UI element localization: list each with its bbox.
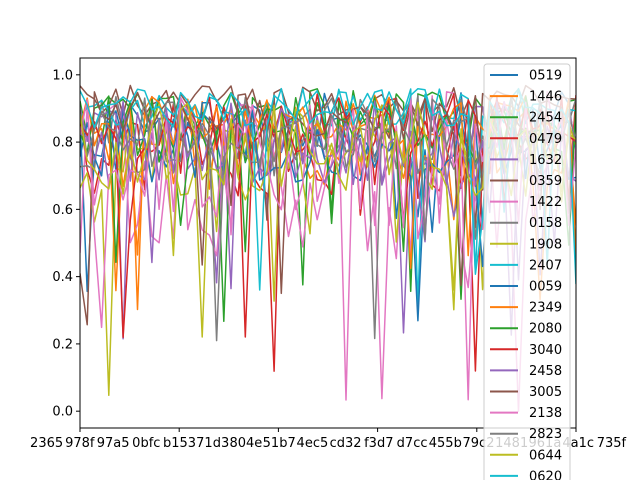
legend-label-2458: 2458 [529, 364, 562, 379]
y-tick-label: 0.2 [52, 337, 73, 352]
x-tick-label: 97a5 [97, 436, 130, 451]
legend-label-2407: 2407 [529, 258, 562, 273]
x-tick-label: 71d3 [196, 436, 229, 451]
legend-label-3040: 3040 [529, 343, 562, 358]
x-tick-label: 978f [65, 436, 95, 451]
x-tick-label: d7cc [397, 436, 428, 451]
x-tick-label: 51b7 [263, 436, 296, 451]
x-tick-label: cd32 [330, 436, 362, 451]
legend-label-2349: 2349 [529, 301, 562, 316]
legend-label-0519: 0519 [529, 69, 562, 84]
legend-label-0158: 0158 [529, 216, 562, 231]
x-tick-label: 804e [229, 436, 262, 451]
y-axis: 0.0 0.2 0.4 0.6 0.8 1.0 [52, 68, 80, 420]
x-tick-label: 735f [597, 436, 627, 451]
legend-label-3005: 3005 [529, 385, 562, 400]
x-tick-label: b153 [163, 436, 196, 451]
x-tick-label: 4ec5 [297, 436, 329, 451]
y-tick-label: 1.0 [52, 68, 73, 83]
x-tick-label: 455b [429, 436, 462, 451]
y-tick-label: 0.0 [52, 405, 73, 420]
x-tick-label: 2365 [30, 436, 63, 451]
legend-box [483, 63, 571, 480]
legend-label-1422: 1422 [529, 195, 562, 210]
legend-label-2823: 2823 [529, 427, 562, 442]
legend-label-0644: 0644 [529, 448, 562, 463]
legend-label-1446: 1446 [529, 90, 562, 105]
plot-frame [79, 57, 577, 429]
legend-label-0359: 0359 [529, 174, 562, 189]
y-tick-label: 0.6 [52, 203, 73, 218]
legend-label-1632: 1632 [529, 153, 562, 168]
legend-label-2138: 2138 [529, 406, 562, 421]
legend-label-1908: 1908 [529, 237, 562, 252]
x-tick-label: 0bfc [132, 436, 160, 451]
legend-label-2080: 2080 [529, 322, 562, 337]
y-tick-label: 0.4 [52, 270, 73, 285]
x-tick-label: f3d7 [364, 436, 393, 451]
legend: 0519 1446 2454 0479 1632 0359 1422 0158 1908 2407… [483, 63, 571, 480]
y-tick-label: 0.8 [52, 136, 73, 151]
legend-label-0059: 0059 [529, 280, 562, 295]
legend-label-0479: 0479 [529, 132, 562, 147]
legend-label-0620: 0620 [529, 469, 562, 480]
legend-label-2454: 2454 [529, 111, 562, 126]
